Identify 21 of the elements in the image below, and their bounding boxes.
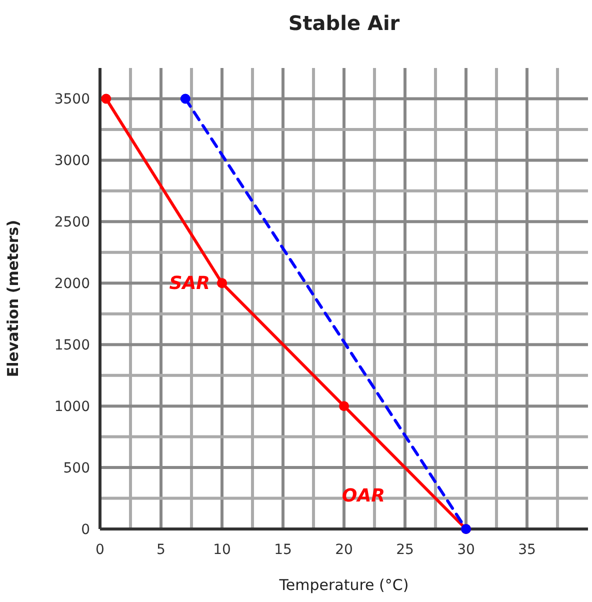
x-axis-title: Temperature (°C) bbox=[278, 576, 409, 594]
series-label: OAR bbox=[342, 486, 385, 507]
series-label: SAR bbox=[169, 273, 210, 294]
x-tick-label: 25 bbox=[396, 542, 414, 558]
y-tick-label: 0 bbox=[81, 522, 90, 538]
y-axis-title: Elevation (meters) bbox=[4, 220, 22, 378]
x-tick-label: 30 bbox=[457, 542, 475, 558]
x-tick-label: 15 bbox=[274, 542, 292, 558]
x-tick-label: 0 bbox=[96, 542, 104, 558]
y-tick-label: 500 bbox=[63, 460, 90, 477]
x-tick-label: 20 bbox=[335, 542, 353, 558]
y-tick-label: 2000 bbox=[54, 276, 90, 292]
x-tick-label: 10 bbox=[213, 542, 231, 558]
y-tick-label: 2500 bbox=[54, 214, 90, 231]
y-tick-label: 3500 bbox=[54, 92, 90, 108]
chart-title: Stable Air bbox=[288, 11, 400, 35]
y-tick-label: 3000 bbox=[54, 153, 90, 170]
y-tick-label: 1000 bbox=[54, 399, 90, 416]
x-tick-label: 35 bbox=[518, 542, 536, 558]
x-tick-label: 5 bbox=[156, 542, 166, 558]
y-tick-label: 1500 bbox=[54, 338, 90, 354]
